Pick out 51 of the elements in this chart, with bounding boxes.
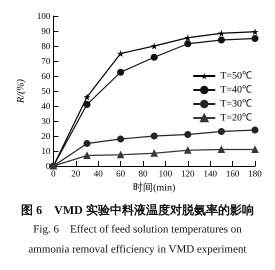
- point: [184, 146, 192, 154]
- y-axis-title: R/(%): [16, 78, 26, 104]
- caption: 图 6 VMD 实验中料液温度对脱氨率的影响: [21, 203, 254, 217]
- y-tick-label: 0: [46, 161, 51, 171]
- y-tick-label: 90: [41, 26, 51, 36]
- y-tick-label: 20: [41, 131, 51, 141]
- legend-label: T=40℃: [220, 84, 252, 96]
- point: [84, 140, 90, 147]
- x-tick-label: 60: [116, 168, 126, 178]
- point: [252, 126, 258, 134]
- x-tick-label: 100: [158, 168, 173, 178]
- y-tick-label: 100: [36, 11, 51, 21]
- point: [150, 54, 158, 61]
- point: [150, 150, 158, 157]
- point: [252, 35, 258, 42]
- legend-label: T=30℃: [220, 98, 252, 110]
- x-axis-title: 时间(min): [133, 181, 176, 194]
- point: [150, 42, 158, 50]
- point: [218, 36, 225, 44]
- x-tick-label: 140: [203, 168, 218, 178]
- point: [84, 94, 90, 100]
- y-tick-label: 40: [41, 101, 51, 111]
- point: [84, 101, 90, 108]
- caption: Fig. 6 Effect of feed solution temperatures on: [33, 224, 242, 236]
- point: [252, 28, 258, 36]
- y-tick-label: 60: [41, 71, 51, 81]
- point: [117, 68, 124, 76]
- point: [218, 146, 225, 153]
- point: [150, 132, 158, 140]
- y-tick-label: 70: [41, 56, 51, 66]
- y-tick-label: 80: [41, 41, 51, 51]
- point: [252, 146, 258, 153]
- y-tick-label: 50: [41, 86, 51, 96]
- point: [218, 128, 225, 135]
- legend-label: T=20℃: [220, 112, 252, 124]
- y-tick-label: 30: [41, 116, 51, 126]
- legend-label: T=50℃: [220, 70, 252, 82]
- y-tick-label: 10: [41, 146, 51, 156]
- point: [117, 136, 124, 142]
- point: [184, 40, 192, 48]
- point: [117, 151, 124, 158]
- x-tick-label: 120: [181, 168, 196, 178]
- x-tick-label: 20: [71, 168, 81, 178]
- text: ammonia removal efficiency in VMD experiment: [28, 244, 246, 256]
- point: [218, 30, 225, 37]
- x-tick-label: 40: [94, 168, 104, 178]
- x-tick-label: 160: [226, 168, 240, 178]
- x-tick-label: 180: [248, 168, 262, 178]
- point: [84, 152, 90, 159]
- point: [184, 131, 192, 138]
- x-tick-label: 80: [138, 168, 148, 178]
